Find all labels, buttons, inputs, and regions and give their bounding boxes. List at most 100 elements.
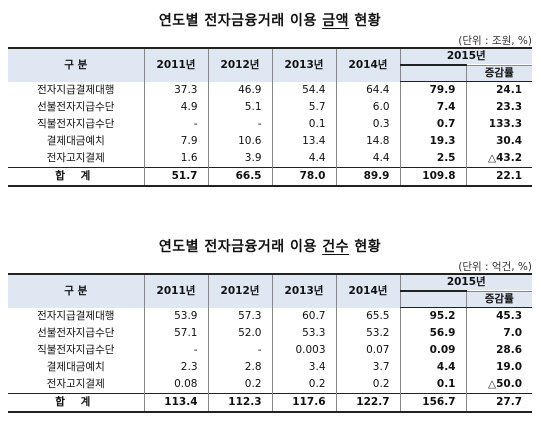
table-row: 직불전자지급수단 - - 0.1 0.3 0.7 133.3 <box>8 116 533 133</box>
year-header: 2012년 <box>207 273 272 308</box>
table-row: 전자지급결제대행 53.9 57.3 60.7 65.5 95.2 45.3 <box>8 307 533 325</box>
cell: 3.9 <box>207 150 272 168</box>
table-row: 선불전자지급수단 4.9 5.1 5.7 6.0 7.4 23.3 <box>8 99 533 116</box>
cell: 4.9 <box>143 99 208 116</box>
growth-header: 증감률 <box>465 64 533 82</box>
table-row: 결제대금예치 2.3 2.8 3.4 3.7 4.4 19.0 <box>8 359 533 376</box>
cell: 0.09 <box>399 342 466 359</box>
year-header: 2014년 <box>335 47 400 82</box>
cell: - <box>207 342 272 359</box>
table-row: 전자고지결제 1.6 3.9 4.4 4.4 2.5 △43.2 <box>8 150 533 168</box>
row-label: 전자지급결제대행 <box>37 83 115 96</box>
growth-cell: 30.4 <box>465 133 533 150</box>
cell: 79.9 <box>399 81 466 99</box>
year-2015-header: 2015년 <box>399 47 533 65</box>
cell: 2.3 <box>143 359 208 376</box>
row-label: 결제대금예치 <box>46 361 105 373</box>
year-2015-header: 2015년 <box>399 273 533 291</box>
growth-cell: 24.1 <box>465 81 533 99</box>
cell: 14.8 <box>335 133 400 150</box>
cell: 66.5 <box>207 167 272 187</box>
cell: 2.5 <box>399 150 466 168</box>
cell: 57.3 <box>207 307 272 325</box>
cell: 10.6 <box>207 133 272 150</box>
cell: 109.8 <box>399 167 466 187</box>
cell: 7.4 <box>399 99 466 116</box>
cell: 122.7 <box>335 393 400 413</box>
cell: 95.2 <box>399 307 466 325</box>
count-table-title: 연도별 전자금융거래 이용 건수 현황 <box>0 236 540 256</box>
title-emphasis: 건수 <box>322 239 349 255</box>
row-label: 직불전자지급수단 <box>37 118 115 130</box>
count-title-text: 연도별 전자금융거래 이용 건수 현황 <box>158 239 382 255</box>
count-unit-note: (단위 : 억건, %) <box>458 261 532 273</box>
cell: 13.4 <box>271 133 336 150</box>
cell: 156.7 <box>399 393 466 413</box>
cell: 2.8 <box>207 359 272 376</box>
growth-cell: 19.0 <box>465 359 533 376</box>
cell: - <box>143 116 208 133</box>
cell: 60.7 <box>271 307 336 325</box>
cell: 37.3 <box>143 81 208 99</box>
year-header: 2014년 <box>335 273 400 308</box>
amount-unit-note: (단위 : 조원, %) <box>458 35 532 47</box>
cell: 4.4 <box>271 150 336 168</box>
cell: 89.9 <box>335 167 400 187</box>
total-label: 합 계 <box>8 167 144 187</box>
cell: 53.3 <box>271 325 336 342</box>
table-row: 결제대금예치 7.9 10.6 13.4 14.8 19.3 30.4 <box>8 133 533 150</box>
year-header: 2013년 <box>271 273 336 308</box>
year-2015-value-header <box>399 64 466 82</box>
cell: 3.7 <box>335 359 400 376</box>
cell: 4.4 <box>335 150 400 168</box>
year-2015-value-header <box>399 290 466 308</box>
cell: 113.4 <box>143 393 208 413</box>
cell: 53.9 <box>143 307 208 325</box>
category-header: 구 분 <box>8 47 144 82</box>
growth-cell: 133.3 <box>465 116 533 133</box>
cell: 0.1 <box>271 116 336 133</box>
table-row: 전자고지결제 0.08 0.2 0.2 0.2 0.1 △50.0 <box>8 376 533 394</box>
cell: 53.2 <box>335 325 400 342</box>
category-header: 구 분 <box>8 273 144 308</box>
cell: - <box>143 342 208 359</box>
cell: 57.1 <box>143 325 208 342</box>
cell: 54.4 <box>271 81 336 99</box>
cell: 112.3 <box>207 393 272 413</box>
growth-cell: 7.0 <box>465 325 533 342</box>
row-label: 선불전자지급수단 <box>37 327 115 339</box>
year-header: 2013년 <box>271 47 336 82</box>
cell: 0.7 <box>399 116 466 133</box>
total-row: 합 계 113.4 112.3 117.6 122.7 156.7 27.7 <box>8 393 533 413</box>
cell: 64.4 <box>335 81 400 99</box>
growth-cell: 27.7 <box>465 393 533 413</box>
amount-table: 구 분 2011년 2012년 2013년 2014년 2015년 증감률 전자… <box>8 47 533 187</box>
row-label: 선불전자지급수단 <box>37 101 115 113</box>
year-header: 2011년 <box>143 47 208 82</box>
cell: 19.3 <box>399 133 466 150</box>
year-header: 2012년 <box>207 47 272 82</box>
row-label: 전자지급결제대행 <box>37 309 115 322</box>
cell: 0.08 <box>143 376 208 394</box>
cell: 0.2 <box>207 376 272 394</box>
cell: 0.003 <box>271 342 336 359</box>
table-row: 선불전자지급수단 57.1 52.0 53.3 53.2 56.9 7.0 <box>8 325 533 342</box>
growth-cell: △43.2 <box>465 150 533 168</box>
table-row: 직불전자지급수단 - - 0.003 0.07 0.09 28.6 <box>8 342 533 359</box>
cell: 51.7 <box>143 167 208 187</box>
count-header-row: 구 분 2011년 2012년 2013년 2014년 2015년 <box>8 273 533 308</box>
cell: 0.2 <box>271 376 336 394</box>
cell: 0.07 <box>335 342 400 359</box>
cell: 7.9 <box>143 133 208 150</box>
year-header: 2011년 <box>143 273 208 308</box>
cell: 5.1 <box>207 99 272 116</box>
cell: 46.9 <box>207 81 272 99</box>
growth-cell: 45.3 <box>465 307 533 325</box>
cell: 52.0 <box>207 325 272 342</box>
cell: - <box>207 116 272 133</box>
cell: 4.4 <box>399 359 466 376</box>
table-row: 전자지급결제대행 37.3 46.9 54.4 64.4 79.9 24.1 <box>8 81 533 99</box>
cell: 5.7 <box>271 99 336 116</box>
count-table: 구 분 2011년 2012년 2013년 2014년 2015년 증감률 전자… <box>8 273 533 413</box>
growth-header: 증감률 <box>465 290 533 308</box>
